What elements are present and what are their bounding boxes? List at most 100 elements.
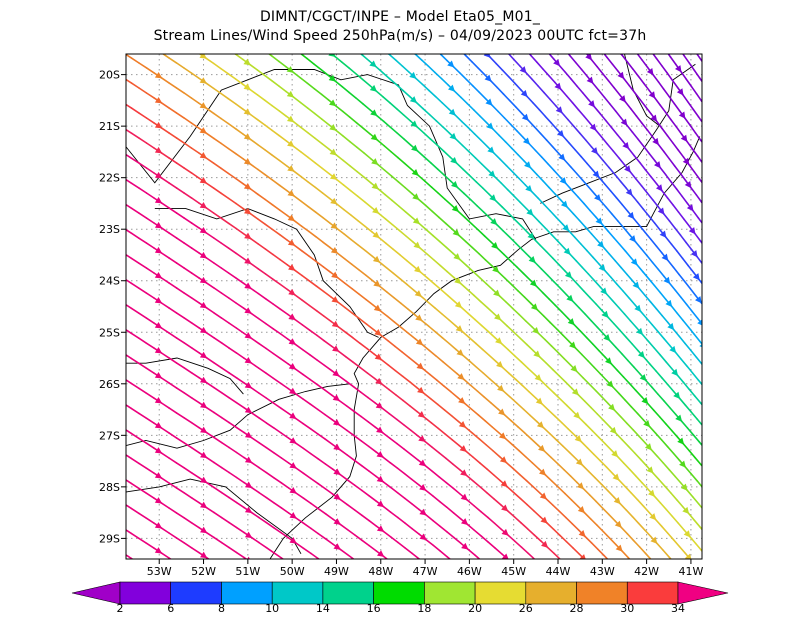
streamline-arrow: [333, 443, 341, 451]
streamline-segment: [604, 10, 610, 17]
streamline-segment: [436, 144, 445, 152]
streamline-segment: [160, 302, 170, 309]
streamline-segment: [405, 573, 412, 579]
streamline-segment: [666, 259, 675, 269]
streamline-segment: [145, 417, 155, 424]
streamline-segment: [544, 474, 553, 483]
streamline-segment: [138, 262, 148, 269]
streamline-arrow: [453, 253, 461, 261]
streamline-segment: [316, 383, 326, 391]
streamline-arrow: [199, 301, 208, 309]
streamline-segment: [138, 387, 148, 395]
streamline-segment: [465, 31, 471, 37]
streamline-segment: [294, 343, 304, 351]
lon-tick-label: 48W: [368, 565, 393, 578]
streamline-segment: [341, 86, 351, 94]
streamline-arrow: [583, 7, 589, 13]
streamline-segment: [620, 266, 628, 276]
streamline-segment: [382, 481, 392, 489]
streamline-segment: [686, 489, 694, 498]
streamline-arrow: [329, 2, 335, 8]
streamline-segment: [616, 369, 625, 378]
streamline-arrow: [332, 369, 340, 377]
streamline-segment: [257, 45, 264, 50]
streamline-segment: [630, 108, 638, 117]
streamline-segment: [126, 128, 133, 134]
streamline-segment: [712, 116, 717, 124]
streamline-segment: [565, 516, 574, 525]
streamline-segment: [500, 342, 510, 351]
streamline-segment: [139, 38, 147, 43]
streamline-segment: [470, 14, 476, 20]
streamline-segment: [667, 10, 672, 17]
streamline-segment: [175, 187, 185, 194]
streamline-arrow: [331, 320, 340, 328]
streamline-segment: [567, 229, 576, 239]
streamline-segment: [213, 312, 223, 319]
streamline-arrow: [711, 156, 716, 162]
streamline-segment: [733, 484, 739, 491]
streamline-segment: [273, 476, 283, 484]
streamline-segment: [116, 499, 124, 504]
streamline-segment: [250, 312, 260, 320]
streamline-segment: [109, 394, 117, 399]
streamline-arrow: [376, 550, 385, 557]
streamline-segment: [398, 205, 407, 213]
streamline-segment: [713, 378, 719, 385]
streamline-segment: [346, 528, 356, 536]
streamline-segment: [687, 40, 692, 48]
streamline-segment: [421, 12, 428, 18]
streamline-segment: [169, 33, 176, 38]
streamline-arrow: [154, 297, 163, 304]
streamline-segment: [580, 155, 588, 165]
streamline-segment: [718, 424, 724, 431]
streamline-segment: [300, 225, 310, 233]
streamline-segment: [205, 57, 215, 65]
streamline-segment: [732, 146, 737, 153]
streamline-segment: [731, 361, 737, 368]
streamline-segment: [348, 91, 358, 99]
streamline-arrow: [110, 93, 116, 98]
streamline-segment: [596, 326, 605, 335]
streamline-segment: [674, 289, 682, 299]
streamline-segment: [101, 514, 109, 519]
streamline-segment: [716, 525, 722, 532]
streamline-segment: [593, 0, 599, 3]
streamline-segment: [615, 196, 624, 206]
streamline-segment: [410, 502, 420, 511]
streamline-segment: [94, 34, 102, 39]
streamline-segment: [205, 331, 215, 339]
streamline-segment: [574, 572, 580, 578]
streamline-arrow: [456, 349, 464, 357]
streamline-arrow: [595, 217, 603, 225]
streamline-segment: [109, 444, 117, 449]
streamline-segment: [205, 556, 211, 559]
streamline-segment: [271, 204, 281, 211]
streamline-segment: [400, 302, 409, 310]
streamline-segment: [352, 385, 362, 393]
streamline-segment: [674, 475, 683, 485]
streamline-segment: [337, 326, 347, 334]
streamline-segment: [501, 22, 507, 29]
streamline-segment: [464, 216, 473, 225]
streamline-segment: [459, 25, 465, 31]
streamline-segment: [520, 522, 529, 530]
streamline-segment: [365, 274, 374, 282]
streamline-segment: [440, 312, 450, 321]
colorbar-label: 6: [167, 602, 174, 615]
streamline-segment: [479, 115, 488, 124]
colorbar-label: 28: [570, 602, 584, 615]
streamline-segment: [587, 273, 596, 282]
streamline-segment: [425, 228, 434, 237]
streamline-segment: [109, 244, 117, 249]
streamline-segment: [335, 203, 345, 211]
streamline-segment: [613, 86, 621, 96]
streamline-segment: [258, 491, 268, 499]
streamline-segment: [206, 8, 213, 13]
streamline-arrow: [641, 397, 649, 405]
streamline-segment: [235, 451, 245, 459]
streamline-segment: [605, 34, 611, 41]
streamline-arrow: [600, 287, 608, 295]
streamline-segment: [687, 512, 696, 522]
streamline-segment: [639, 13, 644, 20]
